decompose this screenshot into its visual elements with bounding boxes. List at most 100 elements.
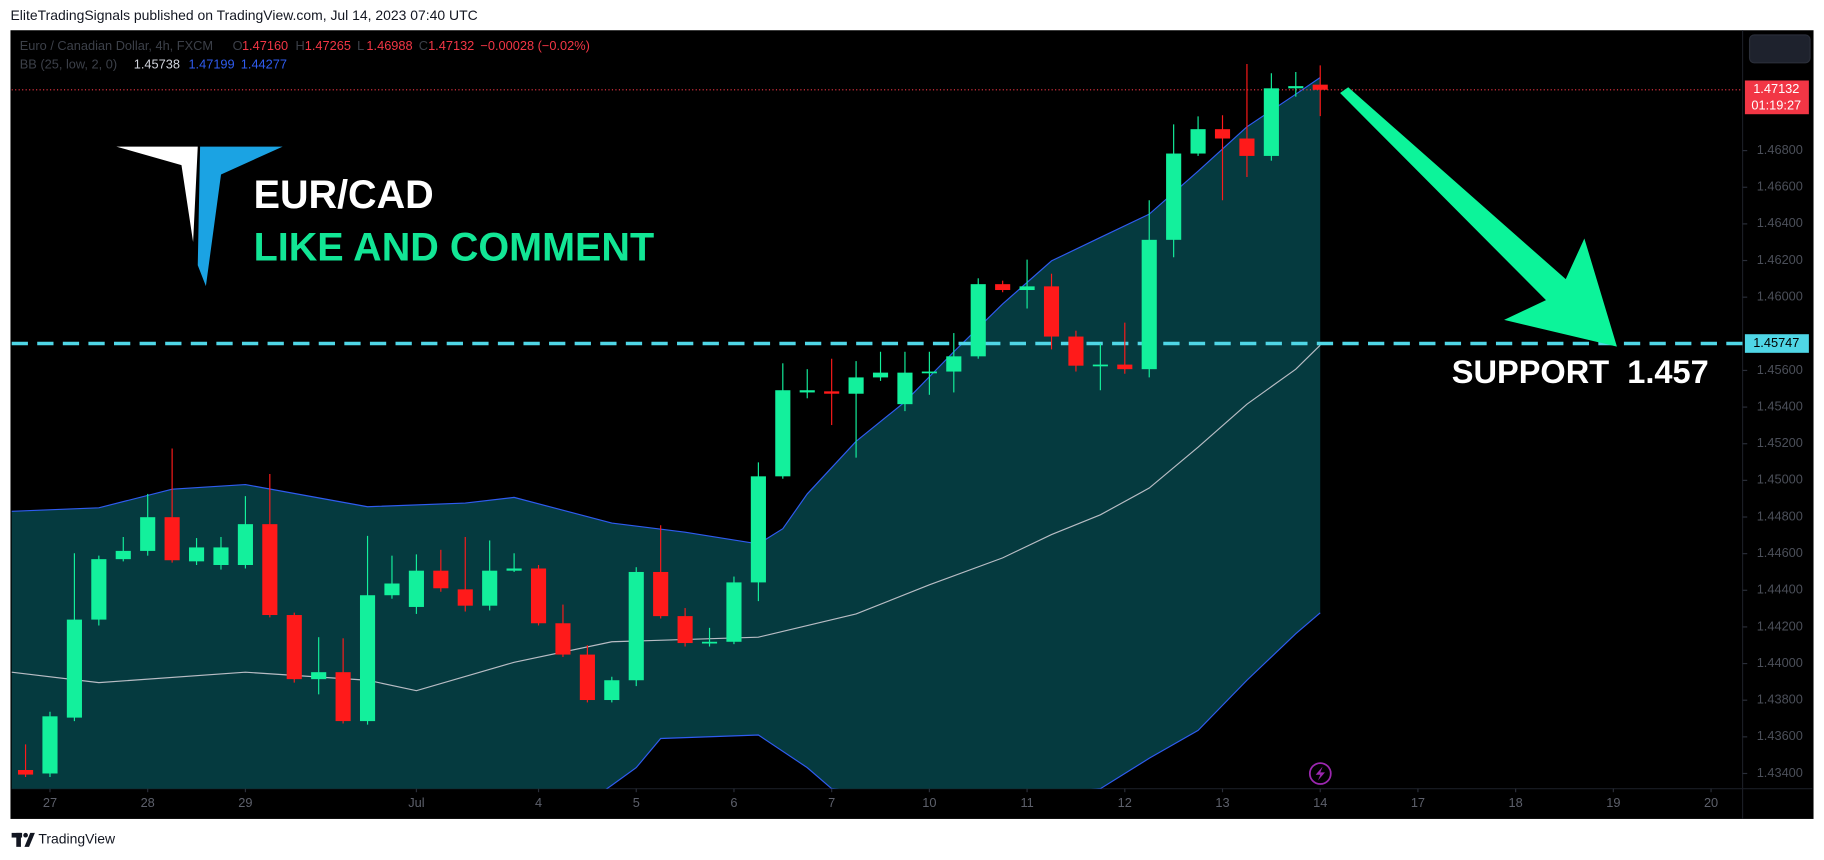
band-upper [11, 77, 1321, 545]
candle-body [213, 547, 229, 566]
candle-body [1141, 239, 1157, 370]
candle-body [384, 583, 400, 596]
overlay-title: EUR/CAD [254, 173, 434, 217]
x-tick-label: 11 [1020, 795, 1033, 810]
legend-value: 1.47265 [305, 38, 351, 53]
candle-body [1288, 86, 1304, 89]
candle-body [604, 680, 620, 701]
y-tick-label: 1.43600 [1757, 728, 1803, 743]
y-tick-label: 1.44400 [1757, 582, 1803, 597]
y-tick-label: 1.45000 [1757, 472, 1803, 487]
last-price-box [1744, 80, 1809, 115]
candle-body [115, 550, 131, 560]
x-tick-label: 14 [1313, 795, 1327, 810]
candle-body [17, 770, 34, 775]
chart-button[interactable] [1748, 34, 1811, 64]
countdown-label: 01:19:27 [1751, 97, 1801, 112]
y-tick-label: 1.46200 [1757, 252, 1803, 267]
candle-body [750, 476, 766, 583]
y-tick-label: 1.44200 [1757, 618, 1803, 633]
y-tick-label: 1.46400 [1757, 215, 1803, 230]
candle-body [1092, 364, 1108, 367]
candle-body [775, 390, 791, 477]
candle-body [482, 570, 498, 606]
candle-body [1019, 286, 1035, 291]
legend-value: 1.47160 [242, 38, 288, 53]
x-tick-label: 29 [238, 795, 252, 810]
candle-body [872, 372, 889, 378]
logo-blue [197, 146, 283, 287]
y-tick-label: 1.46000 [1757, 289, 1803, 304]
x-tick-label: 17 [1411, 795, 1425, 810]
candle-body [164, 517, 180, 561]
x-tick-label: 18 [1509, 795, 1523, 810]
legend-key: C [419, 38, 428, 53]
event-icon[interactable] [1308, 762, 1332, 785]
x-tick-label: 28 [141, 795, 155, 810]
candle-body [921, 371, 937, 374]
candle-body [555, 623, 571, 655]
support-box [1744, 334, 1809, 353]
candle-body [91, 559, 107, 620]
x-tick-label: 27 [43, 795, 57, 810]
legend-key: H [295, 38, 304, 53]
legend-key: L [357, 38, 364, 53]
logo-white [116, 146, 198, 242]
candle-body [433, 570, 449, 589]
x-tick-label: 6 [730, 795, 737, 810]
x-tick-label: 12 [1118, 795, 1132, 810]
y-tick-label: 1.44000 [1757, 655, 1803, 670]
candle-body [457, 589, 473, 606]
plot-area [11, 63, 1743, 789]
footer-logo [16, 832, 21, 847]
candle-body [188, 547, 205, 562]
candle-body [408, 570, 424, 607]
footer-logo [23, 832, 28, 838]
candle-body [311, 672, 327, 680]
candle-body [701, 641, 718, 644]
event-icon-bolt [1315, 766, 1325, 781]
candle-body [1068, 336, 1084, 366]
legend-change: −0.00028 (−0.02%) [480, 38, 589, 53]
candle-body [286, 615, 302, 680]
legend-value: 1.47132 [428, 38, 474, 53]
arrow [1340, 87, 1617, 347]
candle-body [335, 672, 351, 722]
candle-body [1263, 88, 1279, 156]
candle-body [42, 716, 58, 774]
x-tick-label: 7 [828, 795, 835, 810]
candle-body [1043, 286, 1060, 337]
x-tick-label: 19 [1606, 795, 1620, 810]
y-tick-label: 1.46600 [1757, 179, 1803, 194]
candle-body [262, 524, 278, 616]
legend-indicator-value: 1.44277 [241, 57, 287, 72]
legend-indicator: BB (25, low, 2, 0) [20, 57, 117, 72]
candle-body [1239, 138, 1255, 156]
candle-body [1166, 153, 1182, 240]
candle-body [970, 284, 986, 357]
candle-body [1190, 129, 1206, 154]
publish-header: EliteTradingSignals published on Trading… [10, 7, 477, 23]
candle-body [653, 571, 669, 617]
legend-indicator-value: 1.47199 [188, 57, 234, 72]
candle-body [359, 595, 376, 722]
legend-symbol: Euro / Canadian Dollar, 4h, FXCM [20, 38, 213, 53]
candle-body [897, 372, 913, 405]
candle-body [530, 568, 547, 624]
candle-body [237, 524, 253, 566]
last-price-label: 1.47132 [1753, 81, 1799, 96]
candle-body [1117, 364, 1133, 370]
candle-body [1214, 129, 1231, 139]
candle-body [726, 582, 742, 642]
y-tick-label: 1.46800 [1757, 142, 1803, 157]
y-tick-label: 1.44600 [1757, 545, 1803, 560]
x-tick-label: 4 [535, 795, 542, 810]
candle-body [848, 377, 864, 394]
y-tick-label: 1.45200 [1757, 435, 1803, 450]
footer-logo [24, 832, 35, 847]
candle-body [995, 284, 1011, 291]
y-tick-label: 1.44800 [1757, 508, 1803, 523]
x-tick-label: 10 [922, 795, 936, 810]
